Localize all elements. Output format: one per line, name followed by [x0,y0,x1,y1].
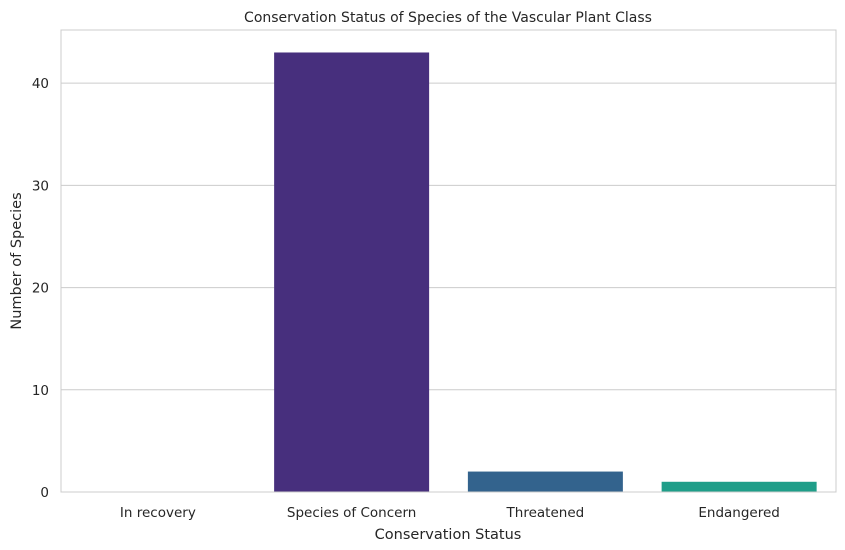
y-tick-label: 0 [40,485,49,501]
y-tick-label: 10 [32,383,49,399]
chart-title: Conservation Status of Species of the Va… [244,10,652,26]
x-tick-label: In recovery [120,505,196,521]
plot-frame [60,29,837,493]
x-tick-label: Endangered [698,505,780,521]
y-axis-label: Number of Species [9,192,25,329]
x-tick-label: Threatened [506,505,585,521]
x-tick-label: Species of Concern [287,505,416,521]
bar-species-of-concern [274,52,430,492]
y-tick-label: 30 [32,178,49,194]
y-tick-label: 40 [32,76,49,92]
bar-threatened [467,471,623,492]
grid-lines [61,82,836,493]
bar-endangered [661,481,817,492]
bars [274,52,817,492]
y-tick-labels: 0 10 20 30 40 [32,76,49,501]
x-tick-labels: In recovery Species of Concern Threatened E… [120,505,780,521]
x-axis-label: Conservation Status [375,527,522,543]
y-tick-label: 20 [32,281,49,297]
